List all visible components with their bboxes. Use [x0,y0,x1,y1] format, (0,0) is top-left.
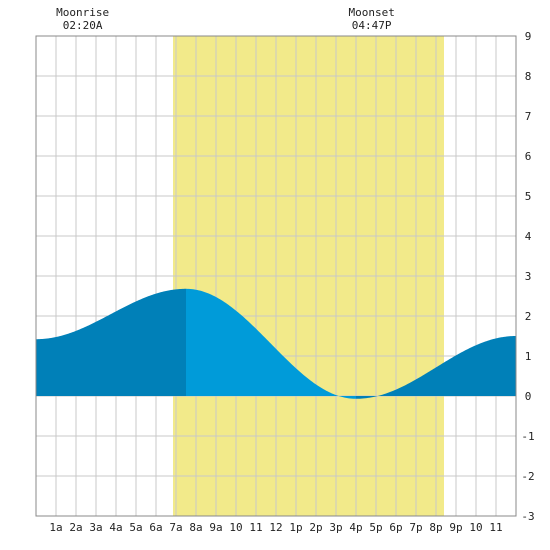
x-tick-label: 9a [209,521,222,534]
x-tick-label: 9p [449,521,462,534]
tide-area-falling [186,288,356,399]
x-tick-label: 4a [109,521,122,534]
y-tick-label: 2 [525,310,532,323]
plot-frame [35,35,517,517]
x-tick-label: 3p [329,521,342,534]
tide-area-rising [356,336,516,399]
x-tick-label: 6a [149,521,162,534]
y-tick-label: 5 [525,190,532,203]
x-tick-label: 10 [469,521,482,534]
x-tick-label: 2p [309,521,322,534]
moonset-time: 04:47P [352,19,392,32]
y-tick-label: -3 [521,510,534,523]
x-tick-label: 11 [489,521,502,534]
moonrise-time: 02:20A [63,19,103,32]
x-tick-label: 4p [349,521,362,534]
x-tick-label: 7a [169,521,182,534]
x-tick-label: 5p [369,521,382,534]
tide-area-rising [36,288,186,396]
y-axis-tick-labels: -3 -2 -1 0 1 2 3 4 5 6 7 8 9 [521,30,534,523]
y-tick-label: -1 [521,430,534,443]
y-tick-label: 9 [525,30,532,43]
x-tick-label: 5a [129,521,142,534]
x-tick-label: 2a [69,521,82,534]
x-tick-label: 8p [429,521,442,534]
grid-lines [36,35,516,517]
x-axis-tick-labels: 1a 2a 3a 4a 5a 6a 7a 8a 9a 10 11 12 1p 2p 3p 4p 5p 6p 7p 8p… [49,521,502,534]
tide-area [36,288,516,399]
x-tick-label: 10 [229,521,242,534]
moonset-label: Moonset [348,6,394,19]
x-tick-label: 6p [389,521,402,534]
x-tick-label: 8a [189,521,202,534]
y-tick-label: 4 [525,230,532,243]
y-tick-label: -2 [521,470,534,483]
x-tick-label: 3a [89,521,102,534]
x-tick-label: 11 [249,521,262,534]
y-tick-label: 8 [525,70,532,83]
moon-events: Moonrise 02:20A Moonset 04:47P [56,6,395,32]
y-tick-label: 3 [525,270,532,283]
y-tick-label: 1 [525,350,532,363]
x-tick-label: 1a [49,521,62,534]
x-tick-label: 1p [289,521,302,534]
moonrise-label: Moonrise [56,6,109,19]
y-tick-label: 0 [525,390,532,403]
y-tick-label: 7 [525,110,532,123]
x-tick-label: 7p [409,521,422,534]
y-tick-label: 6 [525,150,532,163]
x-tick-label: 12 [269,521,282,534]
